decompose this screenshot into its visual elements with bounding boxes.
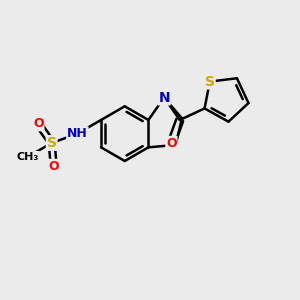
Text: CH₃: CH₃	[17, 152, 39, 162]
Text: O: O	[33, 118, 44, 130]
Text: S: S	[47, 136, 57, 150]
Text: S: S	[205, 75, 215, 88]
Text: O: O	[48, 160, 59, 173]
Text: N: N	[158, 91, 170, 105]
Text: O: O	[166, 136, 177, 150]
Text: NH: NH	[67, 127, 88, 140]
